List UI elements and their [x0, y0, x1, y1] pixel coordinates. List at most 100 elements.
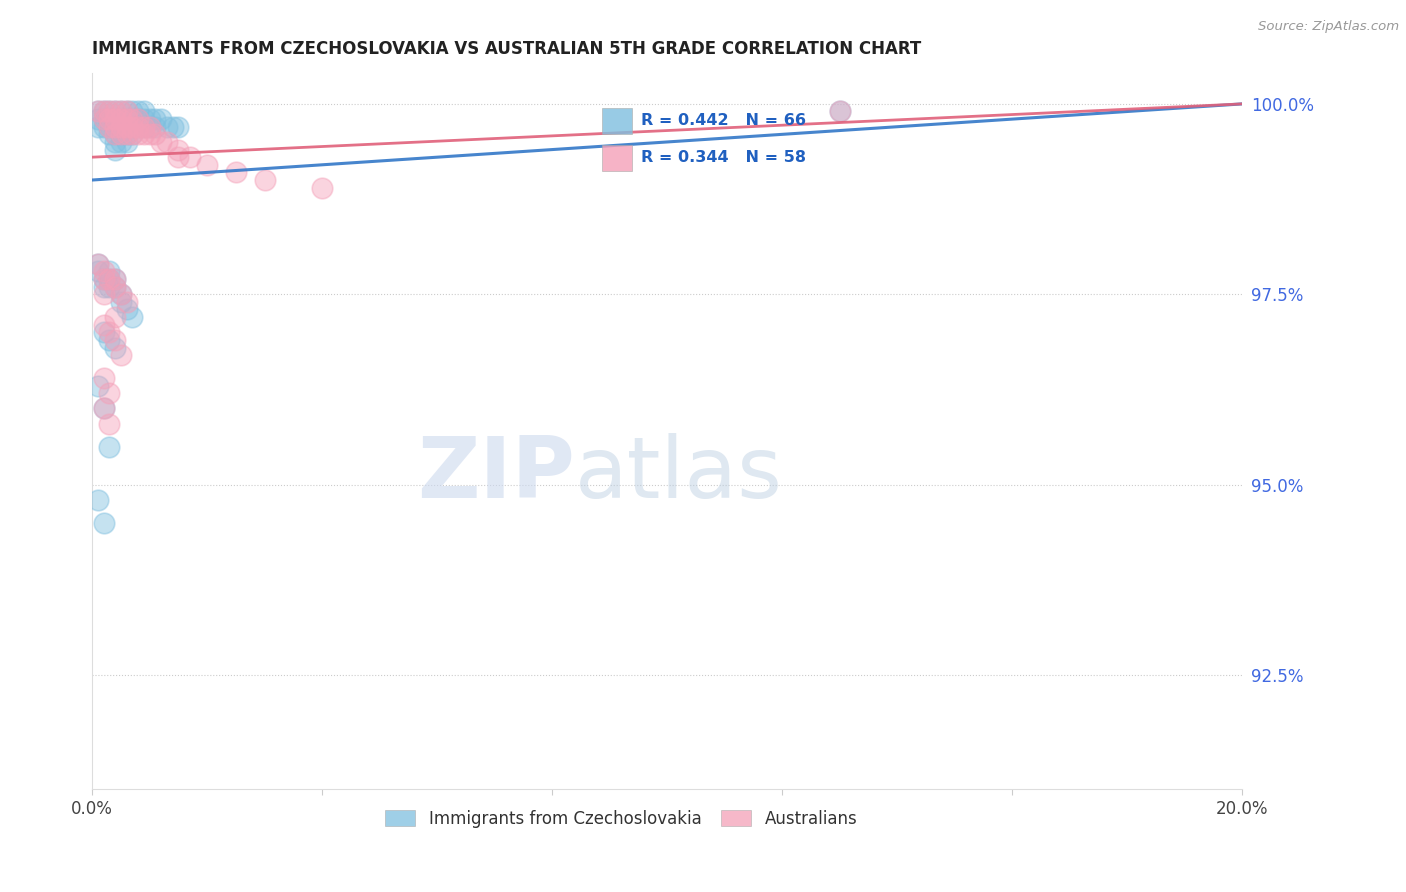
Point: [87, 378, 110, 392]
Point: [87, 257, 110, 271]
Point: [195, 158, 218, 172]
Point: [104, 104, 127, 119]
Point: [87, 492, 110, 507]
Point: [87, 112, 110, 127]
Point: [93, 112, 115, 127]
Point: [115, 135, 138, 149]
Point: [110, 294, 132, 309]
Text: Source: ZipAtlas.com: Source: ZipAtlas.com: [1258, 20, 1399, 33]
Point: [87, 104, 110, 119]
Point: [127, 120, 149, 134]
Point: [127, 112, 149, 127]
Point: [98, 104, 121, 119]
Point: [115, 112, 138, 127]
Point: [132, 104, 155, 119]
Point: [93, 264, 115, 278]
Point: [138, 120, 160, 134]
Point: [93, 279, 115, 293]
Point: [138, 128, 160, 142]
Point: [115, 120, 138, 134]
Point: [98, 440, 121, 454]
Point: [132, 120, 155, 134]
Point: [98, 326, 121, 340]
Point: [121, 120, 143, 134]
Point: [828, 104, 851, 119]
Point: [98, 104, 121, 119]
Point: [93, 104, 115, 119]
Point: [110, 135, 132, 149]
Point: [110, 104, 132, 119]
Point: [167, 143, 190, 157]
Point: [93, 104, 115, 119]
Point: [104, 112, 127, 127]
Point: [104, 279, 127, 293]
Point: [127, 112, 149, 127]
Point: [104, 279, 127, 293]
Point: [127, 120, 149, 134]
Legend: Immigrants from Czechoslovakia, Australians: Immigrants from Czechoslovakia, Australi…: [378, 803, 865, 835]
Point: [110, 128, 132, 142]
Point: [110, 348, 132, 362]
Point: [93, 120, 115, 134]
Point: [138, 112, 160, 127]
Point: [121, 128, 143, 142]
Point: [98, 333, 121, 347]
Point: [162, 120, 184, 134]
Point: [179, 150, 201, 164]
Point: [311, 180, 333, 194]
Point: [156, 135, 179, 149]
Point: [104, 112, 127, 127]
Point: [98, 120, 121, 134]
Point: [98, 272, 121, 286]
Point: [104, 310, 127, 324]
Point: [87, 257, 110, 271]
Text: ZIP: ZIP: [418, 433, 575, 516]
Point: [110, 120, 132, 134]
Point: [104, 272, 127, 286]
Point: [104, 120, 127, 134]
Point: [167, 150, 190, 164]
Point: [98, 112, 121, 127]
Point: [115, 120, 138, 134]
Point: [828, 104, 851, 119]
Point: [110, 104, 132, 119]
Point: [115, 104, 138, 119]
Point: [110, 128, 132, 142]
Point: [87, 104, 110, 119]
Point: [115, 112, 138, 127]
Point: [93, 371, 115, 385]
Point: [98, 386, 121, 401]
Point: [104, 333, 127, 347]
Point: [98, 279, 121, 293]
Point: [121, 104, 143, 119]
Point: [98, 264, 121, 278]
Point: [104, 128, 127, 142]
Point: [110, 120, 132, 134]
Point: [132, 112, 155, 127]
Point: [93, 516, 115, 530]
Point: [115, 128, 138, 142]
Point: [98, 128, 121, 142]
Point: [98, 112, 121, 127]
Point: [115, 294, 138, 309]
Point: [104, 104, 127, 119]
Point: [121, 120, 143, 134]
Text: atlas: atlas: [575, 433, 783, 516]
Point: [104, 135, 127, 149]
Point: [145, 128, 167, 142]
Point: [104, 341, 127, 355]
Point: [93, 112, 115, 127]
Point: [167, 120, 190, 134]
Point: [104, 143, 127, 157]
Point: [93, 401, 115, 416]
Point: [150, 135, 173, 149]
Point: [150, 112, 173, 127]
Point: [110, 287, 132, 301]
Point: [104, 272, 127, 286]
Point: [156, 120, 179, 134]
Point: [110, 112, 132, 127]
Point: [115, 128, 138, 142]
Point: [104, 120, 127, 134]
Point: [93, 401, 115, 416]
Text: IMMIGRANTS FROM CZECHOSLOVAKIA VS AUSTRALIAN 5TH GRADE CORRELATION CHART: IMMIGRANTS FROM CZECHOSLOVAKIA VS AUSTRA…: [93, 40, 921, 58]
